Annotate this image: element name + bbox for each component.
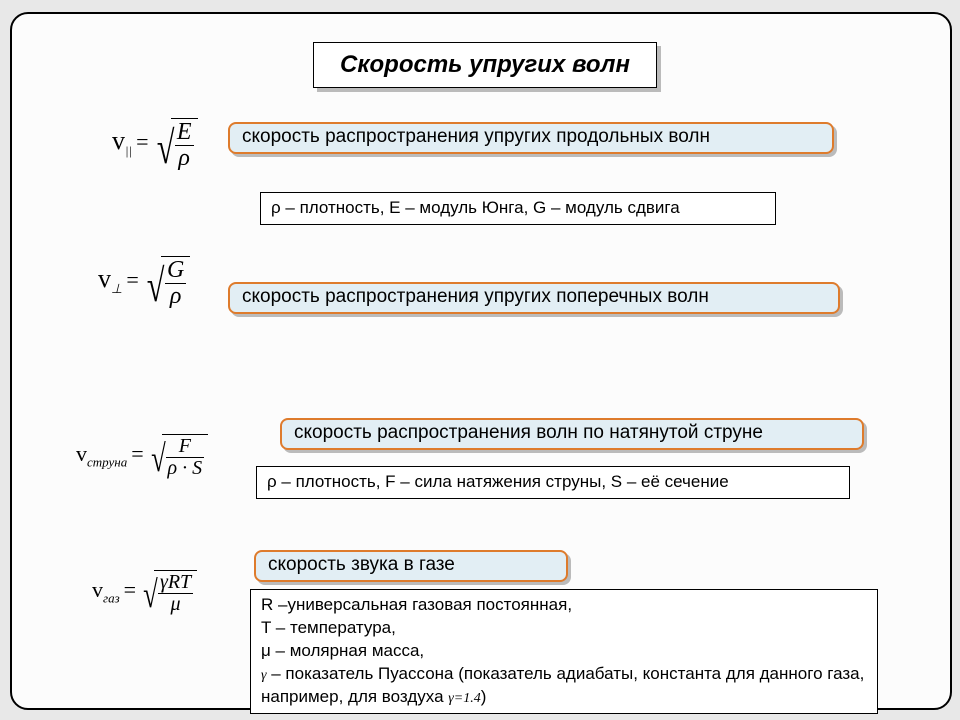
slide-title: Скорость упругих волн [313,42,657,88]
note-row3: ρ – плотность, F – сила натяжения струны… [256,466,850,499]
desc-transverse: скорость распространения упругих попереч… [228,282,840,314]
formula-gas: vгаз=√γRTμ [92,570,197,617]
formula-transverse: v⊥=√Gρ [98,256,190,311]
desc-gas: скорость звука в газе [254,550,568,582]
formula-longitudinal: v||=√Eρ [112,118,198,173]
desc-string: скорость распространения волн по натянут… [280,418,864,450]
slide-canvas: Скорость упругих волн v||=√Eρ v⊥=√Gρ vст… [10,12,952,710]
note-row4: R –универсальная газовая постоянная,T – … [250,589,878,714]
note-row1: ρ – плотность, E – модуль Юнга, G – моду… [260,192,776,225]
desc-longitudinal: скорость распространения упругих продоль… [228,122,834,154]
formula-string: vструна=√Fρ · S [76,434,208,481]
